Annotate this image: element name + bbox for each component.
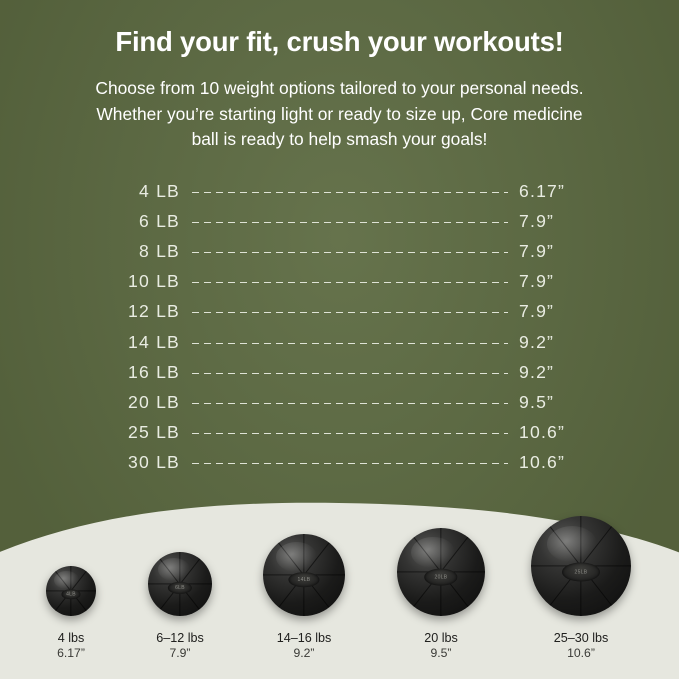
- list-item: 8 LB 7.9”: [88, 236, 593, 266]
- dotted-leader: [192, 463, 508, 465]
- spec-size: 9.2”: [519, 331, 555, 352]
- ball-weight-badge: 4LB: [61, 589, 81, 599]
- ball-caption-20lbs: 20 lbs 9.5”: [383, 630, 499, 661]
- subheadline-line-1: Choose from 10 weight options tailored t…: [95, 78, 584, 98]
- spec-size: 10.6”: [519, 452, 566, 473]
- list-item: 30 LB 10.6”: [88, 448, 593, 478]
- dotted-leader: [192, 402, 508, 404]
- medicine-ball-14lb: 14LB: [263, 534, 345, 616]
- dotted-leader: [192, 191, 508, 193]
- subheadline: Choose from 10 weight options tailored t…: [40, 76, 640, 153]
- ball-caption-6-12lbs: 6–12 lbs 7.9”: [127, 630, 233, 661]
- ball-highlight: [158, 558, 191, 582]
- dotted-leader: [192, 433, 508, 435]
- dotted-leader: [192, 282, 508, 284]
- spec-size: 9.5”: [519, 391, 555, 412]
- spec-weight: 20 LB: [128, 391, 180, 412]
- list-item: 12 LB 7.9”: [88, 297, 593, 327]
- list-item: 16 LB 9.2”: [88, 357, 593, 387]
- ball-highlight: [54, 571, 79, 589]
- spec-size: 6.17”: [519, 180, 566, 201]
- ball-label: 20 lbs: [424, 631, 458, 645]
- ball-weight-badge: 20LB: [424, 568, 458, 586]
- spec-size: 7.9”: [519, 240, 555, 261]
- ball-size: 9.5”: [430, 646, 452, 660]
- spec-size: 9.2”: [519, 361, 555, 382]
- subheadline-line-3: ball is ready to help smash your goals!: [191, 129, 488, 149]
- list-item: 6 LB 7.9”: [88, 206, 593, 236]
- dotted-leader: [192, 221, 508, 223]
- ball-label: 4 lbs: [57, 631, 85, 645]
- weight-size-list: 4 LB 6.17” 6 LB 7.9” 8 LB 7.9” 10 LB 7.9…: [88, 176, 593, 478]
- ball-size-comparison: 4LB 4 lbs 6.17” 6LB 6–12 lbs 7.9”: [0, 479, 679, 679]
- ball-group-6-12lbs: 6LB 6–12 lbs 7.9”: [127, 519, 233, 679]
- ball-weight-badge: 25LB: [562, 562, 600, 582]
- ball-caption-25-30lbs: 25–30 lbs 10.6”: [515, 630, 647, 661]
- dotted-leader: [192, 312, 508, 314]
- medicine-ball-6lb: 6LB: [148, 552, 212, 616]
- medicine-ball-20lb: 20LB: [397, 528, 485, 616]
- spec-weight: 10 LB: [128, 271, 180, 292]
- page-title: Find your fit, crush your workouts!: [115, 26, 564, 57]
- spec-size: 7.9”: [519, 271, 555, 292]
- ball-group-4lbs: 4LB 4 lbs 6.17”: [24, 519, 118, 679]
- ball-size: 9.2”: [293, 646, 315, 660]
- ball-highlight: [276, 542, 318, 572]
- list-item: 20 LB 9.5”: [88, 387, 593, 417]
- list-item: 4 LB 6.17”: [88, 176, 593, 206]
- ball-caption-14-16lbs: 14–16 lbs 9.2”: [246, 630, 362, 661]
- ball-size: 6.17”: [57, 646, 85, 660]
- ball-group-14-16lbs: 14LB 14–16 lbs 9.2”: [246, 509, 362, 679]
- list-item: 14 LB 9.2”: [88, 327, 593, 357]
- ball-highlight: [547, 526, 597, 562]
- list-item: 25 LB 10.6”: [88, 418, 593, 448]
- ball-weight-badge: 6LB: [167, 581, 193, 594]
- spec-weight: 4 LB: [139, 180, 180, 201]
- spec-weight: 8 LB: [139, 240, 180, 261]
- ball-highlight: [411, 536, 456, 569]
- medicine-ball-25lb: 25LB: [531, 516, 631, 616]
- spec-weight: 12 LB: [128, 301, 180, 322]
- spec-weight: 14 LB: [128, 331, 180, 352]
- spec-size: 10.6”: [519, 422, 566, 443]
- dotted-leader: [192, 251, 508, 253]
- spec-weight: 6 LB: [139, 210, 180, 231]
- ball-label: 14–16 lbs: [276, 631, 332, 645]
- ball-size: 7.9”: [169, 646, 191, 660]
- dotted-leader: [192, 372, 508, 374]
- subheadline-line-2: Whether you’re starting light or ready t…: [96, 103, 583, 124]
- ball-label: 6–12 lbs: [156, 631, 204, 645]
- ball-size: 10.6”: [567, 646, 595, 660]
- ball-group-20lbs: 20LB 20 lbs 9.5”: [383, 503, 499, 679]
- ball-weight-badge: 14LB: [288, 572, 320, 588]
- spec-weight: 25 LB: [128, 422, 180, 443]
- spec-weight: 16 LB: [128, 361, 180, 382]
- ball-caption-4lbs: 4 lbs 6.17”: [24, 630, 118, 661]
- spec-size: 7.9”: [519, 301, 555, 322]
- spec-size: 7.9”: [519, 210, 555, 231]
- list-item: 10 LB 7.9”: [88, 267, 593, 297]
- dotted-leader: [192, 342, 508, 344]
- ball-label: 25–30 lbs: [553, 631, 609, 645]
- medicine-ball-4lb: 4LB: [46, 566, 96, 616]
- spec-weight: 30 LB: [128, 452, 180, 473]
- ball-group-25-30lbs: 25LB 25–30 lbs 10.6”: [515, 493, 647, 679]
